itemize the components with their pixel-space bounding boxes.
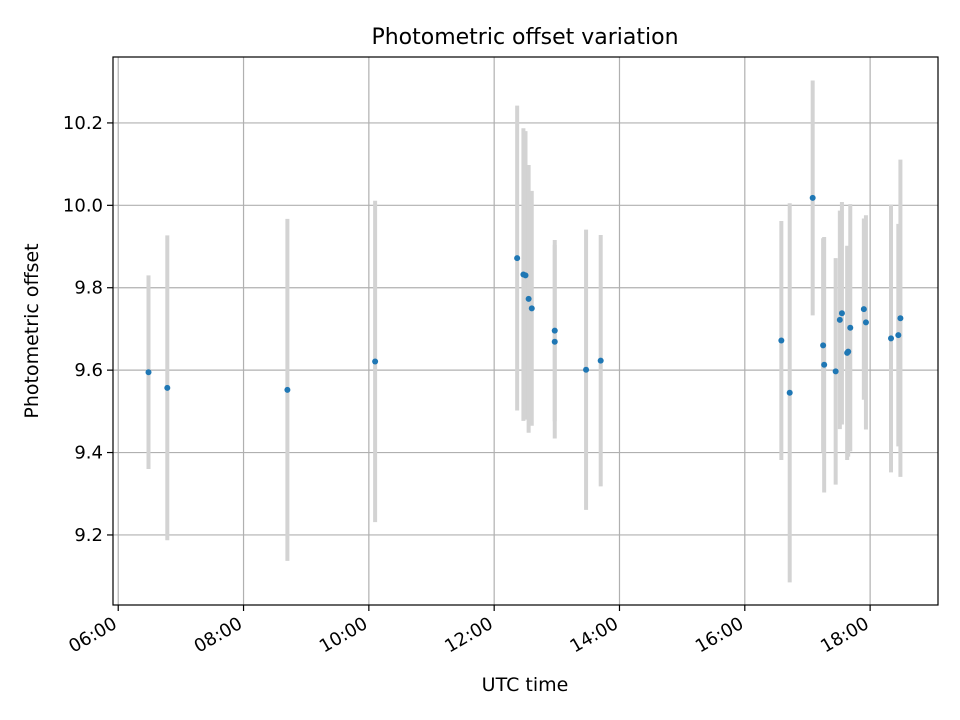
- y-tick-label: 10.2: [63, 113, 103, 134]
- data-point: [847, 324, 854, 331]
- data-point: [888, 335, 895, 342]
- data-point: [838, 310, 845, 317]
- x-axis-label: UTC time: [482, 674, 569, 696]
- data-point: [284, 386, 291, 393]
- data-point: [836, 316, 843, 323]
- data-point: [832, 368, 839, 375]
- data-point: [528, 305, 535, 312]
- data-point: [862, 319, 869, 326]
- grid-lines: [113, 57, 938, 605]
- data-point: [514, 255, 521, 262]
- data-point: [522, 272, 529, 279]
- data-point: [895, 332, 902, 339]
- y-tick-label: 9.8: [74, 278, 103, 299]
- data-point: [820, 342, 827, 349]
- data-point: [809, 194, 816, 201]
- data-point: [821, 361, 828, 368]
- plot-frame: [112, 56, 939, 606]
- y-tick-label: 10.0: [63, 195, 103, 216]
- chart-title: Photometric offset variation: [371, 25, 678, 50]
- data-point: [845, 348, 852, 355]
- data-points: [145, 194, 904, 396]
- y-axis-label: Photometric offset: [21, 243, 43, 418]
- data-point: [597, 357, 604, 364]
- data-point: [551, 338, 558, 345]
- data-point: [145, 369, 152, 376]
- data-point: [897, 315, 904, 322]
- y-tick-label: 9.4: [74, 443, 103, 464]
- y-tick-label: 9.2: [74, 525, 103, 546]
- data-point: [583, 366, 590, 373]
- y-axis-ticks: 9.2 9.4 9.6 9.8 10.0 10.2: [63, 113, 113, 546]
- data-point: [525, 295, 532, 302]
- data-point: [164, 384, 171, 391]
- data-point: [372, 358, 379, 365]
- y-tick-label: 9.6: [74, 360, 103, 381]
- data-point: [786, 389, 793, 396]
- data-point: [860, 306, 867, 313]
- data-point: [778, 337, 785, 344]
- data-point: [551, 327, 558, 334]
